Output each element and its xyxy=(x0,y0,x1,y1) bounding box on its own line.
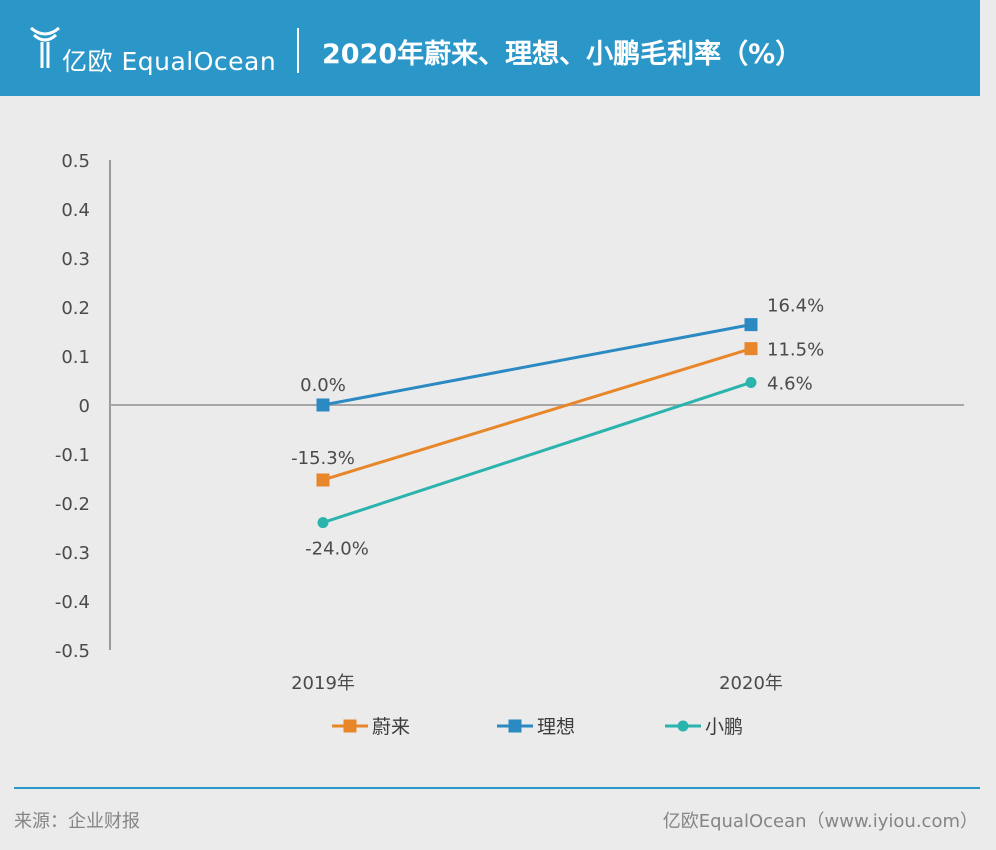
legend-item: 理想 xyxy=(497,716,575,738)
series-line-1 xyxy=(322,347,752,482)
y-tick-label: -0.3 xyxy=(55,543,90,564)
series-line-2 xyxy=(322,323,752,407)
header-divider xyxy=(297,28,299,73)
data-label: 4.6% xyxy=(767,373,813,394)
y-tick-label: 0 xyxy=(79,396,90,417)
x-tick-label: 2019年 xyxy=(291,673,355,694)
y-tick-label: -0.5 xyxy=(55,641,90,662)
legend-label: 小鹏 xyxy=(705,716,743,738)
data-label: 11.5% xyxy=(767,340,824,361)
y-tick-label: 0.3 xyxy=(61,249,90,270)
x-tick-label: 2020年 xyxy=(719,673,783,694)
data-point xyxy=(316,473,330,487)
legend-item: 蔚来 xyxy=(332,716,410,738)
equalocean-logo-icon xyxy=(30,26,60,68)
source-note: 来源：企业财报 xyxy=(14,811,140,832)
data-label: 0.0% xyxy=(300,375,346,396)
data-label: -15.3% xyxy=(291,448,355,469)
logo-wordmark: 亿欧 EqualOcean xyxy=(62,47,277,76)
legend-marker xyxy=(677,720,689,732)
header-banner: 亿欧 EqualOcean 2020年蔚来、理想、小鹏毛利率（%） xyxy=(0,0,980,96)
y-tick-label: 0.1 xyxy=(61,347,90,368)
line-chart: 0.5 0.4 0.3 0.2 0.1 0 -0.1 -0.2 -0.3 -0.4 -0.5 2019… xyxy=(55,151,964,738)
page-title: 2020年蔚来、理想、小鹏毛利率（%） xyxy=(322,39,803,70)
legend-marker xyxy=(343,719,357,733)
data-point xyxy=(316,398,330,412)
data-point xyxy=(744,342,758,356)
legend-label: 理想 xyxy=(537,716,575,738)
series-line-3 xyxy=(322,381,752,525)
data-label: -24.0% xyxy=(305,539,369,560)
legend-label: 蔚来 xyxy=(372,716,410,738)
brand-credit: 亿欧EqualOcean（www.iyiou.com） xyxy=(662,811,978,832)
data-point xyxy=(745,376,757,388)
y-tick-label: -0.1 xyxy=(55,445,90,466)
data-label: 16.4% xyxy=(767,296,824,317)
y-tick-label: 0.5 xyxy=(61,151,90,172)
data-point xyxy=(317,517,329,529)
y-tick-label: 0.4 xyxy=(61,200,90,221)
footer-divider xyxy=(14,787,980,789)
y-tick-label: -0.2 xyxy=(55,494,90,515)
y-tick-label: -0.4 xyxy=(55,592,90,613)
legend-marker xyxy=(508,719,522,733)
legend-item: 小鹏 xyxy=(665,716,743,738)
data-point xyxy=(744,318,758,332)
y-tick-label: 0.2 xyxy=(61,298,90,319)
